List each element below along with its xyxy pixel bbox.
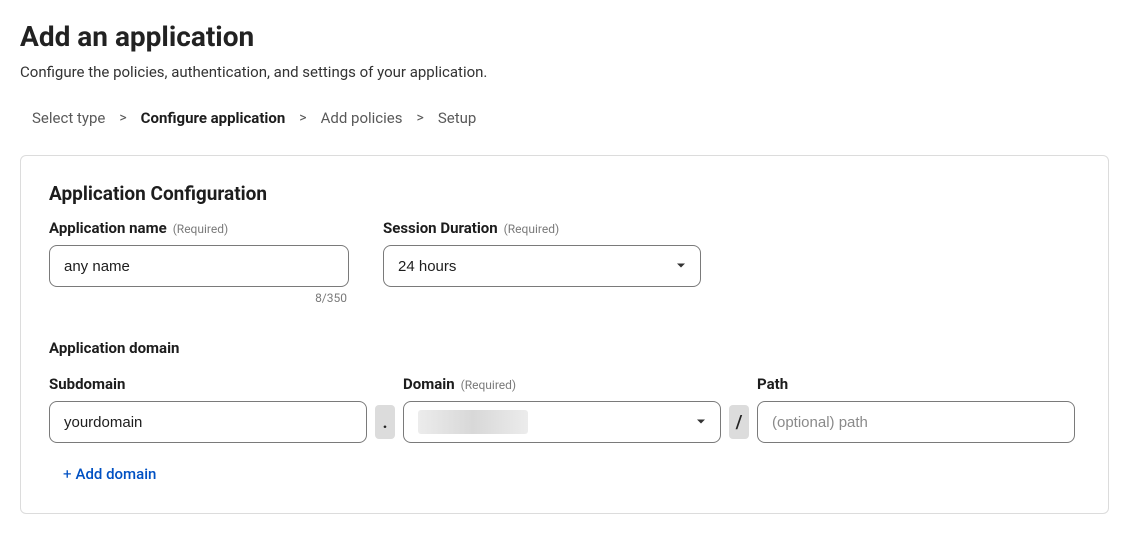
chevron-right-icon: > <box>111 110 134 126</box>
domain-label: Domain (Required) <box>403 375 721 393</box>
session-duration-label: Session Duration (Required) <box>383 219 701 237</box>
required-tag: (Required) <box>504 222 559 236</box>
chevron-right-icon: > <box>291 110 314 126</box>
required-tag: (Required) <box>461 378 516 392</box>
session-duration-select[interactable] <box>383 245 701 287</box>
domain-section-title: Application domain <box>49 339 1080 357</box>
path-label-text: Path <box>757 375 788 393</box>
slash-joiner: / <box>729 405 749 439</box>
session-duration-value[interactable] <box>383 245 701 287</box>
app-name-label-text: Application name <box>49 219 167 237</box>
domain-label-text: Domain <box>403 375 455 393</box>
section-title: Application Configuration <box>49 182 1080 205</box>
add-domain-label: Add domain <box>76 465 157 483</box>
add-domain-button[interactable]: + Add domain <box>63 465 156 483</box>
breadcrumb-step-configure[interactable]: Configure application <box>135 109 292 127</box>
domain-value-redacted <box>418 410 528 434</box>
page-subtitle: Configure the policies, authentication, … <box>20 63 1109 81</box>
app-name-label: Application name (Required) <box>49 219 349 237</box>
breadcrumb-step-select-type[interactable]: Select type <box>26 109 111 127</box>
subdomain-label-text: Subdomain <box>49 375 125 393</box>
page-title: Add an application <box>20 20 1109 53</box>
char-count: 8/350 <box>49 291 349 305</box>
domain-select[interactable] <box>403 401 721 443</box>
path-label: Path <box>757 375 1075 393</box>
path-input[interactable] <box>757 401 1075 443</box>
session-duration-label-text: Session Duration <box>383 219 498 237</box>
app-name-input[interactable] <box>49 245 349 287</box>
dot-joiner: . <box>375 405 395 439</box>
breadcrumb-step-setup[interactable]: Setup <box>432 109 482 127</box>
config-card: Application Configuration Application na… <box>20 155 1109 514</box>
subdomain-label: Subdomain <box>49 375 367 393</box>
plus-icon: + <box>63 465 72 483</box>
chevron-right-icon: > <box>409 110 432 126</box>
breadcrumb: Select type > Configure application > Ad… <box>20 109 1109 127</box>
subdomain-input[interactable] <box>49 401 367 443</box>
required-tag: (Required) <box>173 222 228 236</box>
breadcrumb-step-policies[interactable]: Add policies <box>315 109 409 127</box>
